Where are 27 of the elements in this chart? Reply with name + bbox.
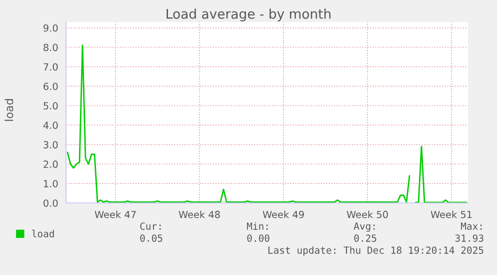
- y-axis-title: load: [4, 99, 14, 121]
- y-tick-label: 1.0: [44, 180, 58, 188]
- y-tick-label: 7.0: [44, 63, 58, 71]
- x-tick-label: Week 49: [262, 210, 304, 218]
- y-tick-label: 4.0: [43, 122, 58, 129]
- text: 0.05: [140, 234, 162, 242]
- y-tick-label: 0.0: [44, 199, 58, 207]
- x-tick-label: Week 48: [178, 210, 220, 218]
- x-tick-label: Week 51: [430, 210, 472, 218]
- y-tick-label: 9.0: [44, 24, 58, 32]
- y-tick-label: 6.0: [44, 82, 58, 90]
- legend-label: load: [32, 230, 54, 238]
- text: Min:: [246, 222, 268, 230]
- y-tick-label: 8.0: [44, 44, 58, 52]
- text: Cur:: [140, 222, 161, 230]
- y-tick-label: 3.0: [44, 141, 58, 148]
- x-tick-label: Week 50: [346, 210, 388, 218]
- text: Last update: Thu Dec 18 19:20:14 2025: [268, 246, 484, 256]
- text: 31.93: [455, 234, 484, 242]
- chart-title: Load average - by month: [166, 8, 330, 22]
- text: Max:: [460, 222, 482, 230]
- y-tick-label: 5.0: [44, 102, 58, 110]
- y-tick-label: 2.0: [44, 160, 58, 168]
- text: Avg:: [354, 222, 375, 232]
- text: 0.00: [247, 234, 270, 242]
- text: 0.25: [354, 234, 376, 242]
- x-tick-label: Week 47: [94, 210, 136, 218]
